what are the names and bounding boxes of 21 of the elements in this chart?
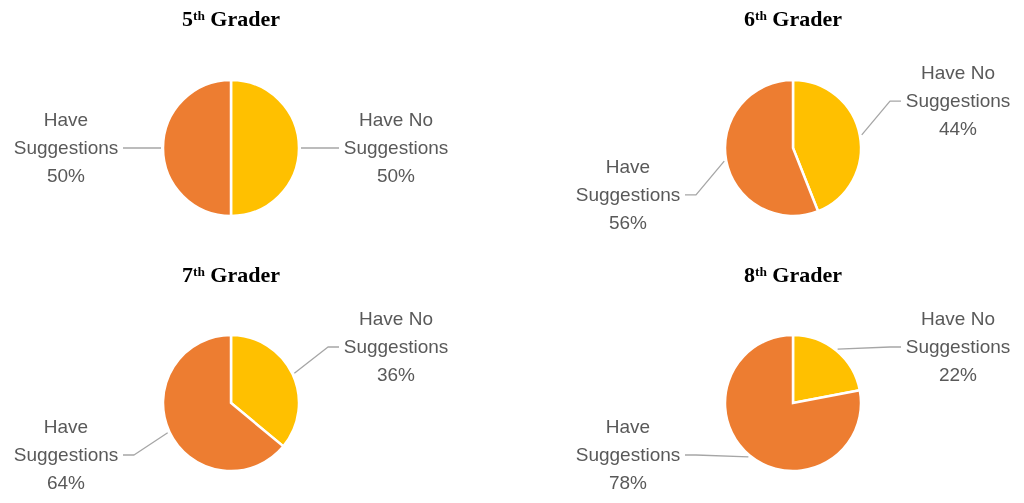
data-label: 36%	[376, 364, 416, 385]
slice-label: Have No Suggestions	[343, 109, 449, 158]
data-label: 64%	[46, 472, 86, 493]
chart-title: 5ᵗʰ Grader	[182, 6, 281, 31]
slice-label: Have No Suggestions	[905, 62, 1011, 112]
chart-title: 7ᵗʰ Grader	[182, 262, 281, 287]
slice-label: Have Suggestions	[575, 155, 681, 205]
slice-label: Have Suggestions	[13, 416, 119, 465]
data-label: 50%	[46, 165, 86, 186]
chart-title: 6ᵗʰ Grader	[744, 6, 843, 31]
slice-label: Have Suggestions	[13, 109, 119, 158]
data-label: 56%	[608, 211, 648, 233]
slice-label: Have No Suggestions	[343, 308, 449, 357]
slice-label: Have Suggestions	[575, 416, 681, 465]
data-label: 78%	[608, 472, 648, 493]
data-label: 50%	[376, 165, 416, 186]
data-label: 22%	[938, 364, 978, 385]
data-label: 44%	[938, 118, 978, 140]
slice-label: Have No Suggestions	[905, 308, 1011, 357]
pie-slice	[723, 333, 863, 473]
chart-title: 8ᵗʰ Grader	[744, 262, 843, 287]
